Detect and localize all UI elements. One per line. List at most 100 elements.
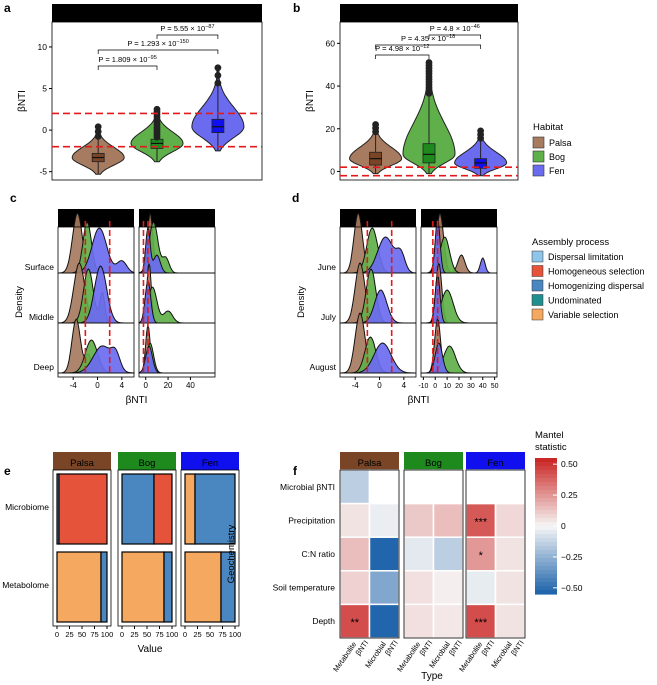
mantel-legend-title: statistic: [535, 442, 567, 453]
mantel-colorbar-step: [535, 518, 557, 523]
panel-f-significance: *: [479, 550, 484, 562]
panel-e-xtick-label: 75: [218, 630, 226, 639]
panel-f-cell: [465, 536, 497, 572]
assembly-legend-title: Assembly process: [532, 237, 609, 248]
panel-f-row-label: Depth: [312, 616, 335, 626]
panel-d-row-label: June: [318, 262, 337, 272]
panel-e-xtick-label: 25: [193, 630, 201, 639]
panel-c-micro-density: [58, 265, 134, 324]
assembly-legend-swatch: [531, 265, 544, 277]
panel-d-ylabel: Density: [296, 286, 307, 318]
panel-b-strip-label: Metabolome: [403, 10, 455, 21]
panel-a-outlier: [214, 72, 222, 79]
assembly-legend-swatch: [531, 294, 544, 306]
mantel-colorbar-step: [535, 506, 557, 511]
panel-f-cell: [432, 469, 464, 505]
panel-f-palsa-strip: [340, 452, 399, 470]
assembly-legend-item: Dispersal limitation: [548, 252, 624, 262]
panel-f-frame: [339, 469, 400, 639]
panel-e-bog-strip: [118, 452, 176, 470]
panel-f-significance: **: [350, 617, 359, 629]
panel-f-cell: [465, 570, 497, 606]
panel-e-bar-segment: [56, 551, 102, 623]
panel-b-bracket: [375, 54, 430, 59]
panel-b-bracket: [375, 44, 481, 49]
mantel-colorbar-step: [535, 482, 557, 487]
mantel-colorbar-step: [535, 498, 557, 503]
panel-e-bar-segment: [58, 473, 108, 545]
panel-f-row-label: Soil temperature: [273, 583, 336, 593]
assembly-legend-swatch: [531, 250, 544, 263]
panel-b-ytick-label: 40: [326, 81, 336, 91]
panel-c-xtick-label: 4: [120, 381, 125, 390]
panel-c-label: c: [10, 191, 17, 205]
panel-e-bar-segment: [194, 473, 236, 545]
panel-b-outlier: [372, 128, 379, 136]
panel-e-fen-strip-label: Fen: [202, 458, 218, 469]
panel-e-xtick-label: 0: [55, 630, 59, 639]
assembly-legend-item: Homogenizing dispersal: [548, 281, 644, 291]
mantel-colorbar-step: [535, 546, 557, 551]
panel-f-cell: [403, 603, 435, 639]
panel-c-meta-density: [138, 280, 215, 324]
panel-f-fen-strip-label: Fen: [487, 458, 503, 469]
panel-f-cell: [432, 570, 464, 606]
mantel-colorbar-step: [535, 530, 557, 535]
panel-f-col-label: MicrobialβNTI: [489, 633, 526, 674]
assembly-legend-item: Homogeneous selection: [548, 267, 645, 277]
habitat-legend-swatch: [532, 150, 545, 163]
panel-e-fen-strip: [181, 452, 239, 470]
panel-e-xtick-label: 100: [229, 630, 242, 639]
mantel-colorbar-step: [535, 534, 557, 539]
assembly-legend-swatch: [531, 279, 544, 292]
panel-a-ytick-label: 10: [38, 42, 48, 52]
panel-d-xtick-label: 4: [402, 381, 407, 390]
panel-f-cell: [368, 502, 400, 538]
panel-d-frame: [339, 226, 417, 378]
assembly-legend-swatch: [531, 308, 544, 321]
panel-f-cell: [494, 469, 526, 505]
panel-a-frame: [51, 21, 263, 181]
panel-b-outlier: [425, 89, 433, 97]
habitat-legend-item: Bog: [549, 152, 565, 162]
panel-a-outlier: [94, 123, 102, 131]
panel-e-xtick-label: 50: [206, 630, 214, 639]
panel-e-bar-segment: [153, 473, 173, 545]
panel-f-significance: ***: [474, 516, 488, 528]
assembly-legend-item: Undominated: [548, 296, 602, 306]
habitat-legend-item: Palsa: [549, 138, 572, 148]
panel-a-outlier: [94, 128, 102, 135]
mantel-legend-title: Mantel: [535, 430, 564, 441]
panel-d-xtick-label: 30: [467, 383, 475, 390]
panel-d-xtick-label: 40: [479, 383, 487, 390]
mantel-colorbar-step: [535, 490, 557, 495]
panel-d-meta-density: [421, 342, 497, 374]
mantel-colorbar-step: [535, 466, 557, 471]
panel-c-micro-strip-label: Microbiome: [71, 215, 120, 226]
panel-a-outlier: [214, 79, 222, 87]
panel-c-micro-density: [58, 227, 135, 274]
panel-f-ylabel: Geochemistry: [226, 524, 237, 583]
panel-c-xtick-label: 0: [95, 381, 100, 390]
panel-e-row-label: Microbiome: [5, 502, 49, 512]
mantel-colorbar-step: [535, 502, 557, 507]
panel-e-bar-segment: [184, 473, 196, 545]
panel-f-cell: [403, 570, 435, 606]
panel-d-row-label: August: [310, 362, 337, 372]
panel-f-cell: [368, 603, 400, 639]
panel-d-label: d: [292, 191, 299, 205]
mantel-colorbar-label: 0.25: [561, 490, 578, 500]
mantel-colorbar-step: [535, 486, 557, 491]
panel-a-pvalue: P = 1.293 × 10−150: [127, 39, 188, 48]
panel-d-micro-density: [340, 342, 416, 374]
panel-b-bracket: [428, 34, 481, 39]
assembly-legend-item: Variable selection: [548, 310, 618, 320]
panel-b-pvalue: P = 4.98 × 10−12: [375, 44, 429, 53]
panel-f-cell: [465, 469, 497, 505]
mantel-colorbar-step: [535, 590, 557, 595]
panel-b-label: b: [293, 1, 300, 15]
mantel-colorbar-step: [535, 566, 557, 571]
mantel-colorbar-step: [535, 542, 557, 547]
habitat-legend-swatch: [532, 164, 545, 177]
